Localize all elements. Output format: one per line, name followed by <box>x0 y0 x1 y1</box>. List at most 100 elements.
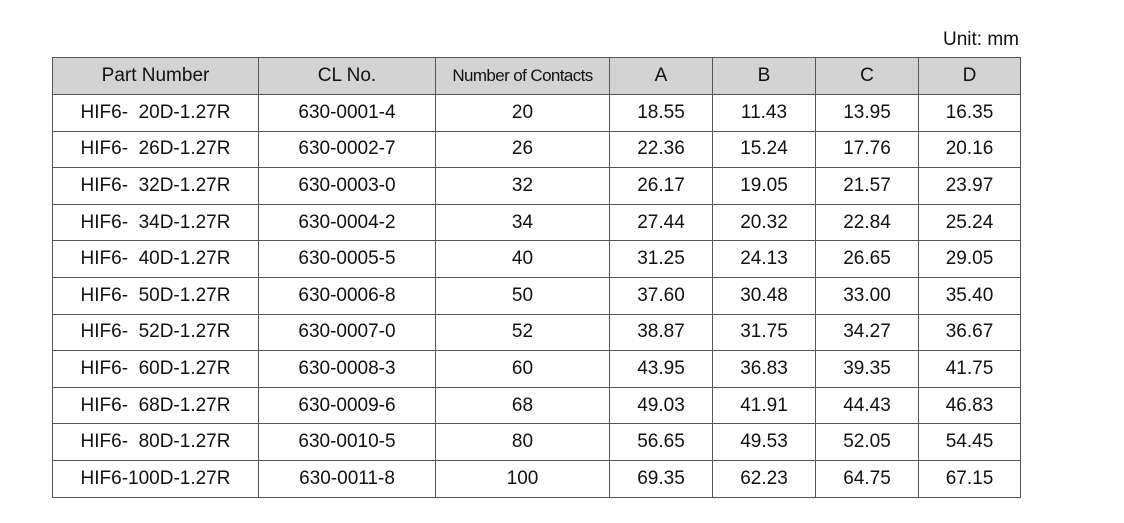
table-cell: 22.84 <box>815 203 919 242</box>
table-cell: HIF6- 26D-1.27R <box>52 130 259 169</box>
table-cell: 630-0009-6 <box>258 386 436 425</box>
table-cell: 68 <box>435 386 610 425</box>
table-cell: 20.32 <box>712 203 816 242</box>
table-cell: 26.65 <box>815 240 919 278</box>
table-cell: 67.15 <box>918 459 1021 498</box>
table-cell: 36.67 <box>918 313 1021 352</box>
table-cell: 29.05 <box>918 240 1021 278</box>
header-cell: C <box>815 57 919 95</box>
table-cell: 36.83 <box>712 350 816 388</box>
table-cell: 40 <box>435 240 610 278</box>
table-cell: 32 <box>435 167 610 205</box>
header-cell: A <box>609 57 713 95</box>
table-cell: 16.35 <box>918 94 1021 132</box>
table-cell: 17.76 <box>815 130 919 169</box>
table-cell: 62.23 <box>712 459 816 498</box>
table-cell: 630-0001-4 <box>258 94 436 132</box>
table-cell: 50 <box>435 276 610 315</box>
table-row: HIF6- 68D-1.27R 630-0009-6 68 49.03 41.91 44.… <box>52 386 1021 425</box>
table-cell: 100 <box>435 459 610 498</box>
table-cell: 630-0006-8 <box>258 276 436 315</box>
table-cell: 80 <box>435 423 610 461</box>
header-cell: D <box>918 57 1021 95</box>
table-cell: 44.43 <box>815 386 919 425</box>
table-cell: 52.05 <box>815 423 919 461</box>
table-cell: 22.36 <box>609 130 713 169</box>
header-cell: B <box>712 57 816 95</box>
table-cell: HIF6-100D-1.27R <box>52 459 259 498</box>
table-cell: 41.75 <box>918 350 1021 388</box>
table-cell: 21.57 <box>815 167 919 205</box>
table-cell: 52 <box>435 313 610 352</box>
table-row: HIF6- 50D-1.27R 630-0006-8 50 37.60 30.48 33.… <box>52 276 1021 315</box>
table-cell: HIF6- 34D-1.27R <box>52 203 259 242</box>
table-cell: 39.35 <box>815 350 919 388</box>
table-cell: 31.25 <box>609 240 713 278</box>
table-cell: HIF6- 20D-1.27R <box>52 94 259 132</box>
table-cell: HIF6- 60D-1.27R <box>52 350 259 388</box>
table-cell: 630-0005-5 <box>258 240 436 278</box>
table-cell: 630-0007-0 <box>258 313 436 352</box>
table-cell: HIF6- 80D-1.27R <box>52 423 259 461</box>
unit-label: Unit: mm <box>943 29 1019 50</box>
table-cell: 38.87 <box>609 313 713 352</box>
table-cell: 630-0003-0 <box>258 167 436 205</box>
table-cell: HIF6- 32D-1.27R <box>52 167 259 205</box>
table-cell: HIF6- 52D-1.27R <box>52 313 259 352</box>
table-cell: 30.48 <box>712 276 816 315</box>
table-row: HIF6-100D-1.27R 630-0011-8 100 69.35 62.23 64… <box>52 459 1021 498</box>
table-cell: 34.27 <box>815 313 919 352</box>
table-cell: 26 <box>435 130 610 169</box>
table-cell: 33.00 <box>815 276 919 315</box>
table-cell: 31.75 <box>712 313 816 352</box>
table-cell: HIF6- 50D-1.27R <box>52 276 259 315</box>
table-cell: HIF6- 40D-1.27R <box>52 240 259 278</box>
table-cell: 34 <box>435 203 610 242</box>
table-cell: 630-0010-5 <box>258 423 436 461</box>
table-cell: 24.13 <box>712 240 816 278</box>
table-row: HIF6- 34D-1.27R 630-0004-2 34 27.44 20.32 22.… <box>52 203 1021 242</box>
table-cell: 43.95 <box>609 350 713 388</box>
table-cell: 630-0011-8 <box>258 459 436 498</box>
table-cell: 630-0008-3 <box>258 350 436 388</box>
table-cell: 630-0002-7 <box>258 130 436 169</box>
table-row: HIF6- 80D-1.27R 630-0010-5 80 56.65 49.53 52.… <box>52 423 1021 461</box>
table-cell: 49.53 <box>712 423 816 461</box>
header-cell: CL No. <box>258 57 436 95</box>
table-row: HIF6- 20D-1.27R 630-0001-4 20 18.55 11.43 13.… <box>52 94 1021 132</box>
table-body: HIF6- 20D-1.27R 630-0001-4 20 18.55 11.43 13.… <box>52 94 1021 498</box>
table-cell: 54.45 <box>918 423 1021 461</box>
table-cell: 46.83 <box>918 386 1021 425</box>
table-cell: 20.16 <box>918 130 1021 169</box>
header-cell: Part Number <box>52 57 259 95</box>
table-cell: 13.95 <box>815 94 919 132</box>
table-cell: 630-0004-2 <box>258 203 436 242</box>
table-cell: 11.43 <box>712 94 816 132</box>
table-cell: 25.24 <box>918 203 1021 242</box>
table-row: HIF6- 26D-1.27R 630-0002-7 26 22.36 15.24 17.… <box>52 130 1021 169</box>
table-cell: 15.24 <box>712 130 816 169</box>
table-row: HIF6- 40D-1.27R 630-0005-5 40 31.25 24.13 26.… <box>52 240 1021 278</box>
table-cell: 64.75 <box>815 459 919 498</box>
table-cell: 19.05 <box>712 167 816 205</box>
table-cell: 56.65 <box>609 423 713 461</box>
table-row: HIF6- 32D-1.27R 630-0003-0 32 26.17 19.05 21.… <box>52 167 1021 205</box>
table-row: HIF6- 60D-1.27R 630-0008-3 60 43.95 36.83 39.… <box>52 350 1021 388</box>
table-cell: 20 <box>435 94 610 132</box>
table-cell: 23.97 <box>918 167 1021 205</box>
table-row: HIF6- 52D-1.27R 630-0007-0 52 38.87 31.75 34.… <box>52 313 1021 352</box>
table-cell: 69.35 <box>609 459 713 498</box>
spec-table: Part Number CL No. Number of Contacts A B C D … <box>52 57 1021 498</box>
table-cell: HIF6- 68D-1.27R <box>52 386 259 425</box>
header-row: Part Number CL No. Number of Contacts A B C D <box>52 57 1021 95</box>
table-cell: 37.60 <box>609 276 713 315</box>
table-cell: 26.17 <box>609 167 713 205</box>
table-cell: 60 <box>435 350 610 388</box>
table-cell: 49.03 <box>609 386 713 425</box>
header-cell: Number of Contacts <box>435 57 610 95</box>
table-cell: 27.44 <box>609 203 713 242</box>
table-cell: 41.91 <box>712 386 816 425</box>
table-cell: 35.40 <box>918 276 1021 315</box>
table-cell: 18.55 <box>609 94 713 132</box>
